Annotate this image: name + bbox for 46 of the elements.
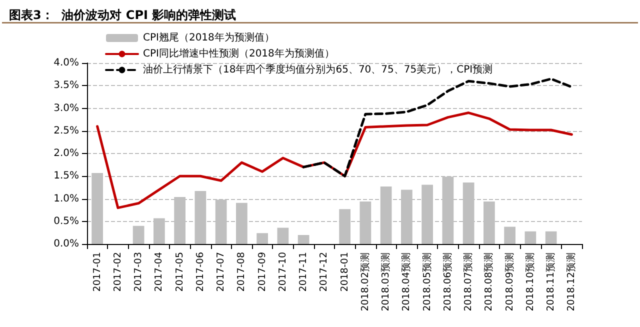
y-tick-label: 2.0% (54, 148, 79, 159)
x-tick-label: 2017-01 (92, 252, 103, 292)
x-tick-label: 2018.11预测 (544, 252, 557, 312)
x-tick-label: 2018.02预测 (358, 252, 371, 312)
bar (277, 228, 289, 244)
y-tick-label: 2.5% (54, 125, 79, 136)
legend-label: 油价上行情景下（18年四个季度均值分别为65、70、75、75美元），CPI预测 (143, 64, 493, 76)
x-tick-label: 2018.06预测 (441, 252, 454, 312)
x-tick-label: 2018.09预测 (503, 252, 516, 312)
x-tick-label: 2018.03预测 (380, 252, 392, 312)
x-tick-label: 2018-01 (339, 252, 350, 292)
bar (298, 234, 310, 244)
y-tick-label: 3.0% (54, 102, 79, 114)
bar (256, 233, 268, 244)
x-tick-label: 2017-09 (256, 252, 268, 292)
x-tick-label: 2018.08预测 (482, 252, 495, 312)
x-tick-label: 2018.10预测 (524, 252, 536, 312)
y-tick-label: 0.0% (54, 238, 79, 250)
line-series (302, 78, 573, 178)
x-tick-label: 2017-08 (236, 252, 248, 292)
x-tick-label: 2017-12 (318, 252, 330, 292)
x-tick-label: 2017-11 (298, 252, 310, 292)
x-tick-label: 2017-04 (154, 252, 165, 292)
bar (545, 231, 557, 244)
y-tick-label: 3.5% (54, 80, 79, 92)
y-tick-label: 0.5% (54, 216, 79, 227)
bar (524, 231, 536, 244)
x-tick-label: 2017-07 (216, 252, 227, 292)
x-tick-label: 2018.07预测 (462, 252, 474, 312)
x-tick-label: 2018.04预测 (400, 252, 412, 312)
x-tick-label: 2017-02 (112, 252, 124, 292)
legend-label: CPI同比增速中性预测（2018年为预测值） (143, 48, 334, 60)
x-tick-label: 2017-10 (277, 252, 288, 292)
y-tick-label: 1.5% (54, 170, 79, 182)
chart-title: 图表3： 油价波动对 CPI 影响的弹性测试 (9, 8, 236, 22)
y-tick-label: 4.0% (54, 58, 79, 68)
line-series (96, 112, 573, 210)
bar (132, 226, 144, 244)
legend-label: CPI翘尾（2018年为预测值） (143, 32, 274, 44)
y-tick-label: 1.0% (54, 193, 79, 204)
x-tick-label: 2017-06 (194, 252, 206, 292)
x-tick-label: 2017-05 (174, 252, 186, 292)
x-tick-label: 2017-03 (133, 252, 144, 292)
x-tick-label: 2018.05预测 (420, 252, 433, 312)
x-tick-label: 2018.12预测 (565, 252, 578, 312)
bar (504, 226, 516, 244)
